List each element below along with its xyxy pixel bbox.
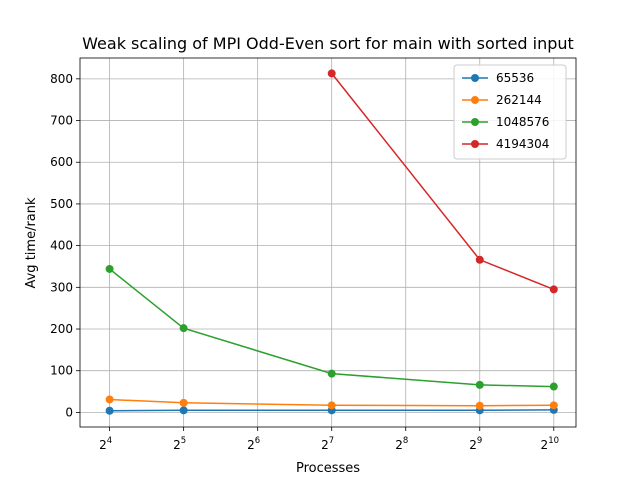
legend: 65536 262144 1048576 4194304 xyxy=(453,64,567,160)
x-tick-label: 24 xyxy=(99,436,112,452)
data-point xyxy=(179,324,188,333)
data-point xyxy=(327,401,336,410)
legend-marker xyxy=(471,118,479,126)
legend-label: 262144 xyxy=(496,93,542,107)
legend-marker xyxy=(471,96,479,104)
chart-title: Weak scaling of MPI Odd-Even sort for ma… xyxy=(82,34,574,53)
legend-box xyxy=(453,64,567,160)
data-point xyxy=(105,406,114,415)
legend-label: 4194304 xyxy=(496,137,549,151)
axes: 24 25 26 27 28 29 210 0 100 200 300 400 500 600 700 800 xyxy=(50,57,577,452)
data-point xyxy=(105,264,114,273)
data-point xyxy=(179,398,188,407)
y-tick-label: 0 xyxy=(65,405,73,419)
data-point xyxy=(549,382,558,391)
series-4194304 xyxy=(327,69,558,294)
grid xyxy=(80,58,576,427)
data-point xyxy=(105,395,114,404)
data-point xyxy=(549,285,558,294)
x-tick-label: 25 xyxy=(173,436,186,452)
y-tick-label: 800 xyxy=(50,72,73,86)
x-tick-label: 27 xyxy=(321,436,334,452)
data-point xyxy=(327,369,336,378)
y-axis-label: Avg time/rank xyxy=(24,197,39,289)
x-tick-label: 28 xyxy=(395,436,408,452)
series-262144 xyxy=(105,395,558,410)
legend-label: 65536 xyxy=(496,71,534,85)
data-point xyxy=(475,255,484,264)
y-tick-label: 200 xyxy=(50,322,73,336)
x-tick-label: 29 xyxy=(469,436,482,452)
data-point xyxy=(475,401,484,410)
data-point xyxy=(549,401,558,410)
legend-marker xyxy=(471,74,479,82)
y-tick-label: 300 xyxy=(50,280,73,294)
y-tick-label: 100 xyxy=(50,364,73,378)
data-point xyxy=(179,406,188,415)
data-point xyxy=(475,380,484,389)
y-tick-label: 500 xyxy=(50,197,73,211)
series-group xyxy=(105,69,558,415)
x-axis-label: Processes xyxy=(296,461,360,476)
x-tick-label: 210 xyxy=(541,436,559,452)
legend-label: 1048576 xyxy=(496,115,549,129)
plot-frame xyxy=(79,57,577,428)
y-tick-label: 600 xyxy=(50,155,73,169)
x-tick-label: 26 xyxy=(247,436,260,452)
legend-marker xyxy=(471,140,479,148)
y-tick-label: 400 xyxy=(50,239,73,253)
series-1048576 xyxy=(105,264,558,391)
y-tick-label: 700 xyxy=(50,114,73,128)
data-point xyxy=(327,69,336,78)
